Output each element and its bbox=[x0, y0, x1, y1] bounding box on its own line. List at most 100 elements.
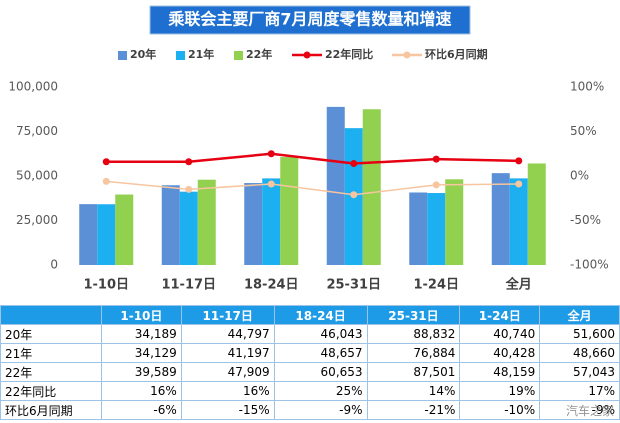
table-cell: 46,043 bbox=[273, 324, 368, 344]
table-cell: 17% bbox=[539, 381, 620, 401]
table-cell: 34,129 bbox=[101, 343, 182, 363]
x-tick-label: 11-17日 bbox=[161, 278, 216, 293]
table-row: 21年 34,129 41,197 48,657 76,884 40,428 48,660 bbox=[0, 343, 620, 363]
table-cell: 19% bbox=[459, 381, 541, 401]
legend-swatch bbox=[176, 51, 185, 60]
chart: 乘联会主要厂商7月周度零售数量和增速 0 25,000 50,000 75,000 10… bbox=[8, 5, 609, 293]
table-cell: -6% bbox=[101, 400, 182, 420]
table-cell: 25% bbox=[273, 381, 368, 401]
bar bbox=[97, 204, 116, 265]
line-marker bbox=[185, 185, 193, 193]
legend-label: 20年 bbox=[130, 47, 156, 61]
table-cell: 环比6月同期 bbox=[0, 400, 102, 420]
y2-tick-label: 100% bbox=[570, 80, 604, 94]
table-cell: 1-24日 bbox=[459, 305, 541, 325]
y-tick-label: 25,000 bbox=[16, 213, 58, 227]
bar bbox=[362, 109, 381, 265]
table-cell: 全月 bbox=[539, 305, 620, 325]
x-tick-label: 18-24日 bbox=[244, 278, 299, 293]
y2-tick-label: -50% bbox=[570, 213, 601, 227]
bar bbox=[197, 179, 216, 265]
y2-tick-label: 50% bbox=[570, 124, 597, 138]
watermark: 汽车之家 bbox=[565, 404, 614, 418]
legend-swatch bbox=[118, 51, 127, 60]
bar bbox=[427, 193, 446, 265]
data-table: 1-10日 11-17日 18-24日 25-31日 1-24日 全月 20年 34,189 4… bbox=[0, 305, 620, 420]
legend-label: 22年 bbox=[246, 47, 272, 61]
legend-label: 环比6月同期 bbox=[425, 47, 488, 61]
legend-label: 22年同比 bbox=[325, 47, 373, 61]
y2-tick-label: 0% bbox=[570, 169, 589, 183]
bar bbox=[179, 191, 198, 265]
bar bbox=[409, 192, 428, 265]
bar bbox=[262, 178, 281, 265]
table-cell: 40,428 bbox=[459, 343, 541, 363]
table-cell: 20年 bbox=[0, 324, 102, 344]
bar bbox=[326, 106, 345, 265]
table-cell: 16% bbox=[101, 381, 182, 401]
bar bbox=[491, 173, 510, 265]
line-series bbox=[106, 180, 519, 196]
bar bbox=[509, 178, 528, 265]
table-cell: 11-17日 bbox=[180, 305, 275, 325]
y-tick-label: 0 bbox=[50, 258, 58, 272]
table-cell: 18-24日 bbox=[273, 305, 368, 325]
table-cell: 25-31日 bbox=[366, 305, 461, 325]
table-cell: 21年 bbox=[0, 343, 102, 363]
table-cell: 16% bbox=[180, 381, 275, 401]
x-tick-label: 1-10日 bbox=[83, 278, 129, 293]
table-cell: 1-10日 bbox=[101, 305, 182, 325]
line-marker bbox=[515, 157, 523, 165]
table-row: 20年 34,189 44,797 46,043 88,832 40,740 51,600 bbox=[0, 324, 620, 344]
table-cell: 44,797 bbox=[180, 324, 275, 344]
line-marker bbox=[267, 150, 275, 158]
table-row: 环比6月同期 -6% -15% -9% -21% -10% -9% bbox=[0, 400, 620, 420]
line-marker bbox=[350, 160, 358, 168]
table-cell: 48,660 bbox=[539, 343, 620, 363]
table-cell: 76,884 bbox=[366, 343, 461, 363]
legend-swatch bbox=[403, 51, 411, 59]
table-cell: -15% bbox=[180, 400, 275, 420]
table-cell: 57,043 bbox=[539, 362, 620, 382]
title-banner bbox=[149, 5, 471, 35]
y2-tick-label: -100% bbox=[570, 258, 609, 272]
table-cell: 39,589 bbox=[101, 362, 182, 382]
x-tick-label: 1-24日 bbox=[413, 278, 459, 293]
table-cell: -21% bbox=[366, 400, 461, 420]
table-cell: 41,197 bbox=[180, 343, 275, 363]
table-cell: 34,189 bbox=[101, 324, 182, 344]
bar bbox=[115, 194, 134, 265]
legend-swatch bbox=[234, 51, 243, 60]
line-series bbox=[106, 152, 519, 165]
line-marker bbox=[102, 158, 110, 166]
table-cell: -10% bbox=[459, 400, 541, 420]
table-row: 22年 39,589 47,909 60,653 87,501 48,159 57,043 bbox=[0, 362, 620, 382]
table-cell: 87,501 bbox=[366, 362, 461, 382]
line-marker bbox=[432, 155, 440, 163]
table-cell: 48,159 bbox=[459, 362, 541, 382]
table-cell: 22年同比 bbox=[0, 381, 102, 401]
line-marker bbox=[350, 191, 358, 199]
y-tick-label: 100,000 bbox=[8, 80, 58, 94]
bar bbox=[79, 204, 98, 265]
line-marker bbox=[432, 181, 440, 189]
chart-title: 乘联会主要厂商7月周度零售数量和增速 bbox=[167, 10, 451, 29]
table-cell bbox=[0, 305, 102, 325]
table-cell: 47,909 bbox=[180, 362, 275, 382]
table-row: 22年同比 16% 16% 25% 14% 19% 17% bbox=[0, 381, 620, 401]
legend-swatch bbox=[303, 51, 311, 59]
line-marker bbox=[267, 180, 275, 188]
bar bbox=[280, 157, 299, 265]
table-cell: 51,600 bbox=[539, 324, 620, 344]
table-cell: 40,740 bbox=[459, 324, 541, 344]
bar bbox=[244, 183, 263, 265]
table-cell: -9% bbox=[539, 400, 620, 420]
table-cell: 88,832 bbox=[366, 324, 461, 344]
y-tick-label: 50,000 bbox=[16, 169, 58, 183]
table-cell: 22年 bbox=[0, 362, 102, 382]
x-tick-label: 25-31日 bbox=[326, 278, 381, 293]
bar bbox=[527, 163, 546, 265]
line-marker bbox=[185, 158, 193, 166]
legend-label: 21年 bbox=[188, 47, 214, 61]
